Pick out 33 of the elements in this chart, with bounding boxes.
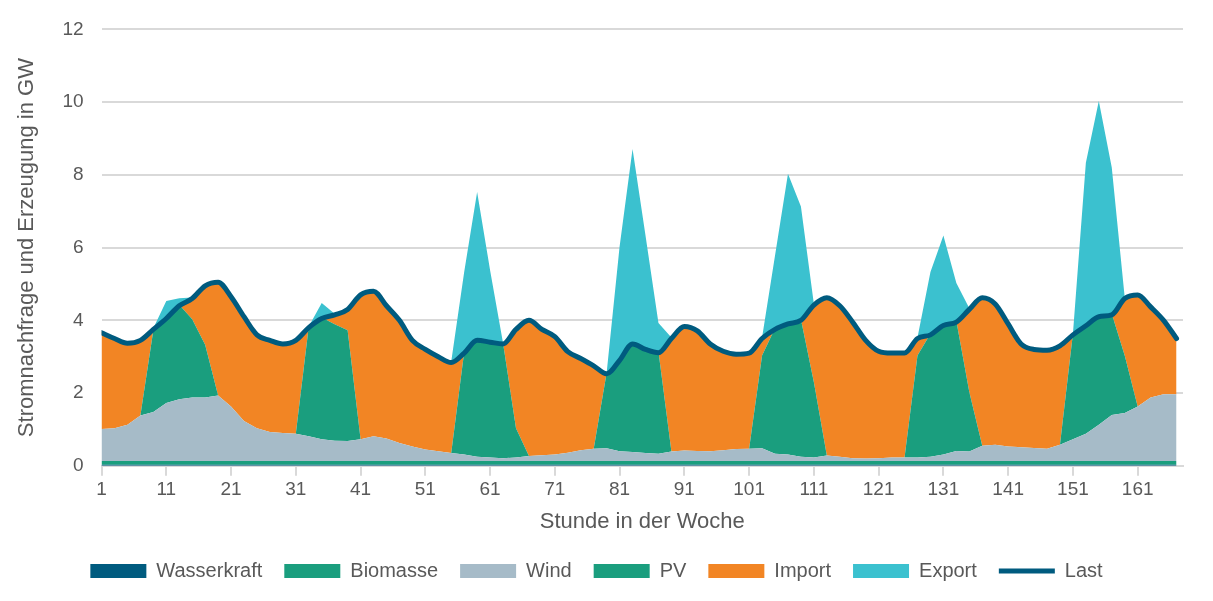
x-tick-label: 21 — [220, 478, 242, 500]
x-tick-label: 51 — [414, 478, 436, 500]
y-tick-label: 10 — [62, 90, 84, 112]
x-tick-label: 151 — [1057, 478, 1089, 500]
x-tick-label: 31 — [285, 478, 307, 500]
legend-label: Wind — [526, 558, 572, 581]
legend-label: Last — [1064, 558, 1104, 581]
x-tick-label: 11 — [156, 478, 177, 500]
x-tick-label: 61 — [479, 478, 501, 500]
legend-label: PV — [659, 558, 688, 581]
x-tick-label: 71 — [544, 478, 566, 500]
x-tick-label: 81 — [609, 478, 631, 500]
x-tick-label: 141 — [992, 478, 1024, 500]
x-tick-label: 161 — [1121, 478, 1154, 500]
x-tick-label: 121 — [862, 478, 895, 500]
x-tick-label: 131 — [927, 478, 960, 500]
x-axis-title: Stunde in der Woche — [539, 507, 745, 533]
legend-label: Wasserkraft — [156, 558, 263, 581]
y-tick-label: 6 — [72, 235, 84, 257]
legend-label: Biomasse — [350, 558, 439, 581]
x-tick-label: 101 — [733, 478, 765, 500]
x-tick-label: 111 — [799, 478, 829, 500]
legend-label: Import — [774, 558, 832, 581]
x-tick-label: 91 — [673, 478, 695, 500]
y-tick-label: 2 — [72, 381, 84, 403]
y-axis-title: Stromnachfrage und Erzeugung in GW — [13, 57, 39, 438]
x-tick-label: 1 — [96, 478, 107, 500]
legend-label: Export — [919, 558, 978, 581]
y-tick-label: 0 — [72, 454, 84, 476]
y-tick-label: 8 — [72, 163, 84, 185]
y-tick-label: 4 — [72, 308, 84, 330]
x-tick-label: 41 — [350, 478, 372, 500]
y-tick-label: 12 — [62, 17, 84, 39]
